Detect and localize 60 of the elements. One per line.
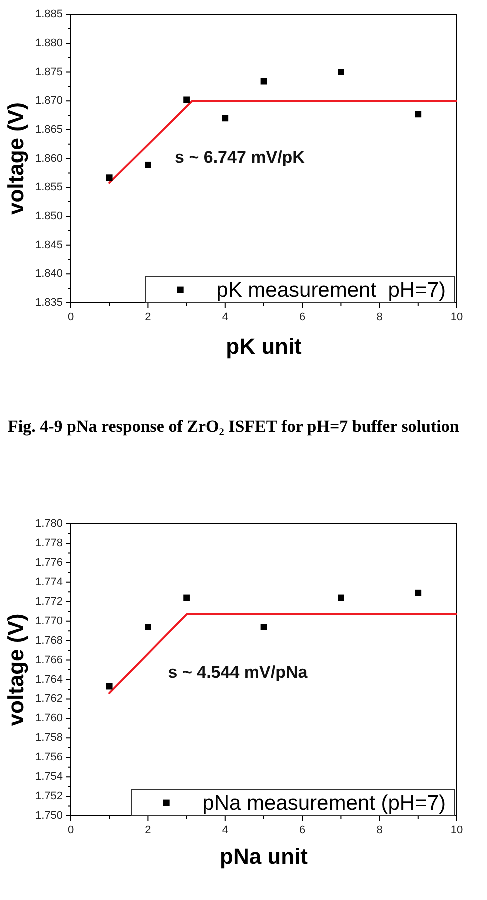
point: [106, 683, 113, 690]
y-tick-label: 1.855: [35, 182, 63, 194]
point: [415, 590, 422, 596]
y-tick-label: 1.778: [35, 538, 63, 550]
y-tick-label: 1.754: [35, 771, 63, 784]
y-tick-label: 1.760: [35, 712, 63, 725]
x-tick-label: 10: [450, 824, 464, 837]
x-tick-label: 10: [450, 312, 464, 324]
point: [184, 594, 190, 602]
y-tick-label: 1.772: [35, 596, 63, 608]
y-tick-label: 1.875: [35, 66, 63, 78]
y-tick-label: 1.774: [35, 576, 63, 588]
y-axis-title: voltage (V): [3, 614, 28, 726]
y-tick-label: 1.756: [35, 752, 63, 764]
y-tick-label: 1.768: [35, 634, 63, 647]
y-tick-label: 1.885: [35, 8, 63, 21]
y-tick-label: 1.840: [35, 268, 63, 280]
y-tick-label: 1.835: [35, 297, 63, 310]
point: [338, 69, 344, 76]
point: [145, 624, 152, 630]
x-tick-label: 0: [68, 824, 74, 837]
y-tick-label: 1.752: [35, 790, 63, 803]
y-tick-label: 1.770: [35, 615, 63, 628]
point: [106, 174, 113, 182]
y-tick-label: 1.865: [35, 124, 63, 136]
x-tick-label: 6: [300, 824, 306, 837]
x-tick-label: 4: [222, 312, 228, 324]
caption: Fig. 4-9 pNa response of ZrO₂ ISFET for pH=7 buffer solution: [8, 417, 460, 437]
point: [260, 624, 268, 630]
x-tick-label: 6: [300, 312, 306, 324]
x-tick-label: 8: [376, 312, 383, 324]
x-tick-label: 2: [145, 824, 152, 837]
point: [415, 111, 422, 118]
y-tick-label: 1.850: [35, 210, 63, 223]
point: [145, 162, 152, 168]
x-tick-label: 4: [222, 824, 228, 837]
x-tick-label: 2: [145, 312, 152, 324]
y-axis-title: voltage (V): [3, 102, 28, 216]
y-tick-label: 1.780: [35, 518, 63, 530]
point: [222, 115, 229, 122]
point: [338, 594, 344, 602]
y-tick-label: 1.870: [35, 95, 63, 108]
legend-label: pK measurement pH=7): [216, 278, 446, 302]
x-axis-title: pNa unit: [220, 844, 309, 869]
x-tick-label: 8: [376, 824, 383, 837]
point: [184, 96, 190, 104]
y-tick-label: 1.880: [35, 37, 63, 50]
y-tick-label: 1.764: [35, 674, 63, 686]
annotation: s ~ 4.544 mV/pNa: [168, 663, 308, 683]
x-tick-label: 0: [68, 312, 74, 324]
y-tick-label: 1.750: [35, 810, 63, 822]
y-tick-label: 1.776: [35, 556, 63, 569]
legend-label: pNa measurement (pH=7): [202, 792, 446, 815]
y-tick-label: 1.766: [35, 654, 63, 666]
y-tick-label: 1.845: [35, 239, 63, 252]
y-tick-label: 1.758: [35, 732, 63, 744]
y-tick-label: 1.762: [35, 693, 63, 706]
annotation: s ~ 6.747 mV/pK: [175, 148, 305, 168]
y-tick-label: 1.860: [35, 152, 63, 165]
x-axis-title: pK unit: [226, 334, 303, 359]
